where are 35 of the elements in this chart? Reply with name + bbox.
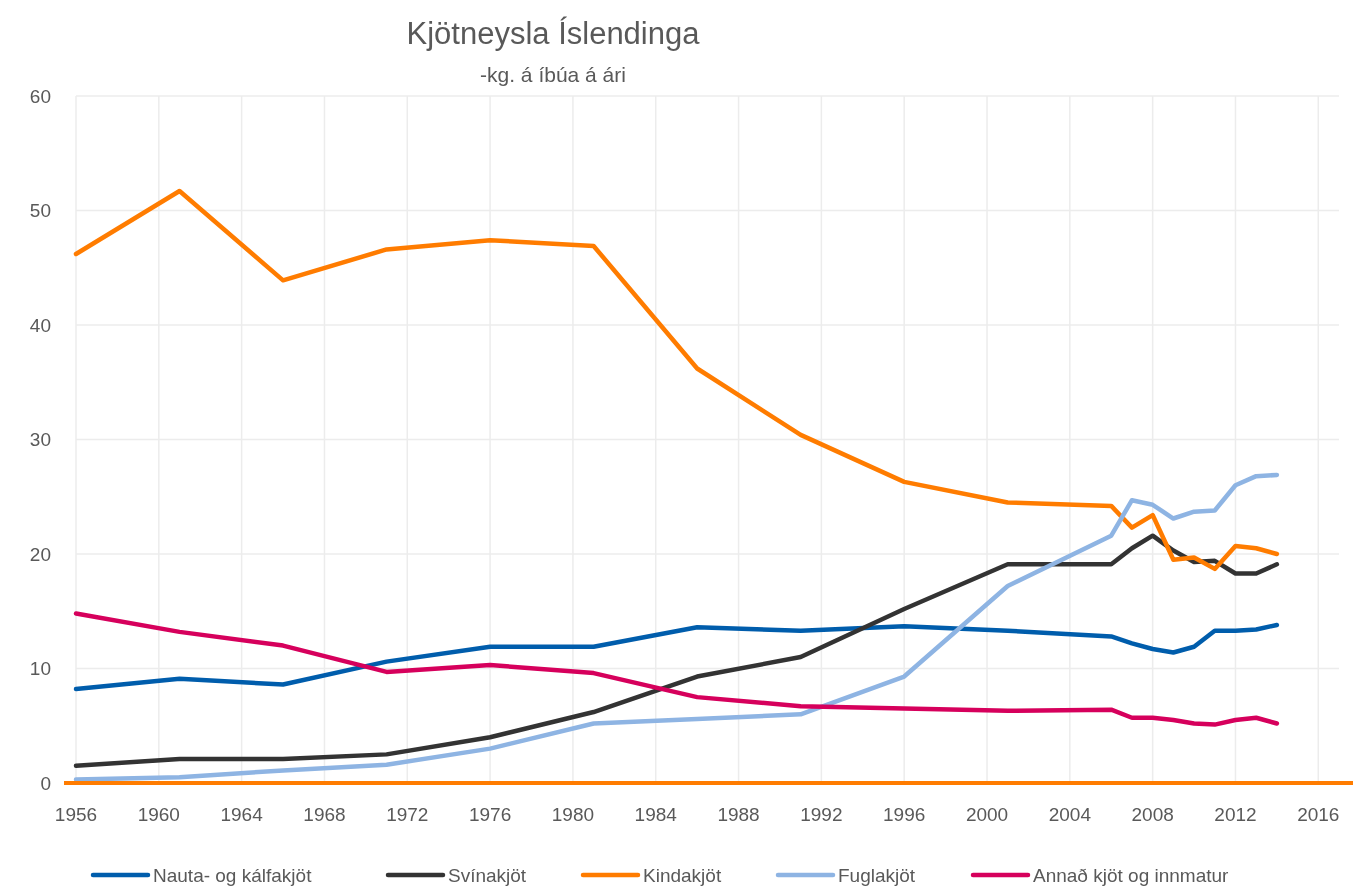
- x-tick-label: 2008: [1131, 804, 1174, 825]
- y-tick-label: 60: [29, 85, 51, 107]
- legend-label: Kindakjöt: [643, 865, 722, 886]
- x-tick-label: 1956: [54, 804, 98, 825]
- line-series: [73, 472, 1280, 782]
- y-tick-label: 40: [29, 314, 51, 336]
- x-tick-label: 1992: [800, 804, 843, 825]
- x-tick-label: 1972: [386, 804, 429, 825]
- x-tick-label: 2000: [965, 804, 1009, 825]
- line-series: [73, 622, 1280, 692]
- legend-label: Annað kjöt og innmatur: [1033, 865, 1230, 886]
- x-tick-label: 1960: [137, 804, 180, 825]
- x-tick-label: 1996: [883, 804, 926, 825]
- y-tick-label: 30: [29, 429, 51, 451]
- line-series: [73, 611, 1280, 727]
- x-tick-label: 1980: [551, 804, 595, 825]
- y-tick-label: 20: [29, 543, 51, 565]
- x-tick-label: 1976: [468, 804, 512, 825]
- chart-title: Kjötneysla Íslendinga: [406, 16, 701, 51]
- legend-label: Svínakjöt: [448, 865, 527, 886]
- chart-subtitle: -kg. á íbúa á ári: [480, 63, 626, 86]
- y-tick-label: 0: [40, 772, 51, 794]
- x-tick-label: 2016: [1297, 804, 1340, 825]
- legend-label: Nauta- og kálfakjöt: [153, 865, 313, 886]
- line-series: [73, 533, 1280, 769]
- line-series: [73, 188, 1280, 572]
- x-tick-label: 1968: [303, 804, 346, 825]
- x-tick-label: 2004: [1048, 804, 1092, 825]
- x-tick-label: 1984: [634, 804, 678, 825]
- x-tick-label: 2012: [1214, 804, 1257, 825]
- y-tick-label: 50: [29, 200, 51, 222]
- x-tick-label: 1988: [717, 804, 760, 825]
- y-tick-label: 10: [29, 658, 51, 680]
- legend-label: Fuglakjöt: [838, 865, 916, 886]
- x-tick-label: 1964: [220, 804, 264, 825]
